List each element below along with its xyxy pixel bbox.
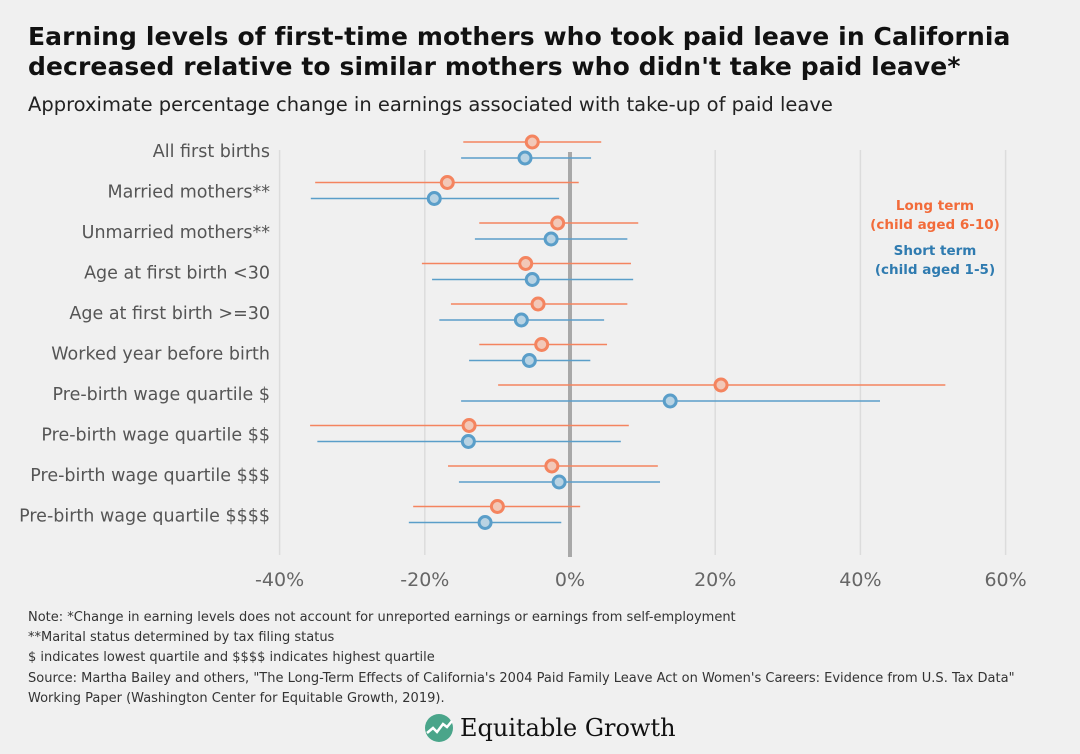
legend-label: Long term — [896, 198, 974, 214]
x-tick-label: 0% — [555, 569, 585, 591]
chart-plot: -40% -20% 0% 20% 40% 60% All first births Marri… — [19, 134, 1027, 591]
notes: Note: *Change in earning levels does not… — [28, 608, 736, 668]
data-point — [662, 393, 678, 409]
legend-sublabel: (child aged 6-10) — [870, 217, 1000, 233]
data-point — [513, 312, 529, 328]
data-point — [426, 191, 442, 206]
chart-subtitle: Approximate percentage change in earning… — [28, 93, 833, 116]
category-label: Age at first birth <30 — [84, 264, 270, 284]
category-label: Pre-birth wage quartile $$$$ — [19, 507, 270, 527]
data-point — [489, 499, 505, 514]
data-point — [461, 418, 477, 433]
data-point — [534, 337, 550, 352]
data-point — [517, 150, 533, 166]
data-point — [551, 474, 567, 490]
data-point — [477, 515, 493, 530]
data-point — [550, 215, 566, 231]
x-tick-label: -20% — [400, 569, 449, 591]
data-point — [530, 296, 546, 312]
category-label: Pre-birth wage quartile $ — [53, 385, 270, 405]
x-tick-label: 40% — [839, 569, 881, 591]
source-note: Source: Martha Bailey and others, "The L… — [28, 671, 1015, 706]
x-tick-label: -40% — [255, 569, 304, 591]
data-point — [524, 272, 540, 287]
legend-label: Short term — [894, 243, 977, 259]
logo-growth-icon — [425, 714, 453, 742]
logo: Equitable Growth — [424, 713, 676, 743]
category-label: Age at first birth >=30 — [69, 304, 270, 324]
category-label: Married mothers** — [108, 183, 271, 203]
data-point — [439, 175, 455, 190]
data-point — [543, 231, 559, 247]
note-1: Note: *Change in earning levels does not… — [28, 610, 736, 625]
category-label: All first births — [153, 142, 270, 162]
data-point — [713, 377, 729, 393]
category-label: Unmarried mothers** — [82, 223, 271, 243]
note-3: $ indicates lowest quartile and $$$$ ind… — [28, 650, 435, 665]
chart-title: Earning levels of first-time mothers who… — [28, 22, 1011, 81]
data-point — [544, 458, 560, 474]
note-2: **Marital status determined by tax filin… — [28, 630, 335, 645]
category-label: Pre-birth wage quartile $$$ — [30, 466, 270, 486]
x-tick-label: 60% — [984, 569, 1026, 591]
data-point — [521, 353, 537, 368]
legend-sublabel: (child aged 1-5) — [875, 262, 995, 278]
x-tick-label: 20% — [694, 569, 736, 591]
logo-text: Equitable Growth — [460, 714, 676, 742]
category-label: Pre-birth wage quartile $$ — [41, 426, 270, 446]
data-point — [524, 134, 540, 150]
data-point — [460, 434, 476, 449]
data-point — [518, 256, 534, 271]
category-label: Worked year before birth — [51, 345, 270, 365]
